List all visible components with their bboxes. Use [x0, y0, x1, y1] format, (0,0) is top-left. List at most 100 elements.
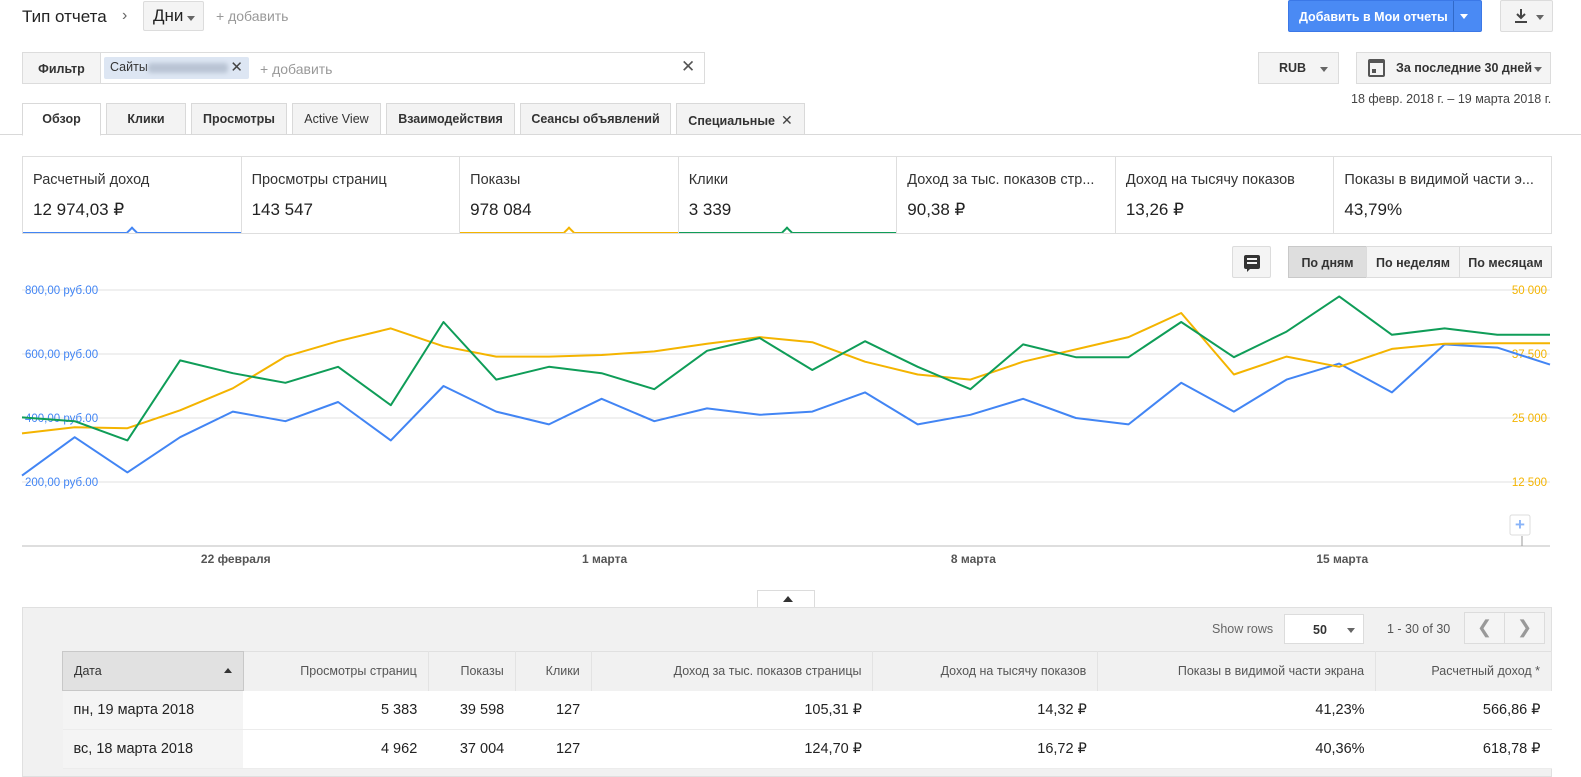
table-cell: 16,72 ₽	[872, 729, 1098, 769]
caret-up-icon	[783, 596, 793, 602]
plus-icon: +	[1515, 515, 1525, 534]
close-icon[interactable]: ✕	[780, 112, 793, 128]
caret-down-icon	[187, 16, 195, 21]
column-header[interactable]: Расчетный доход *	[1375, 651, 1552, 691]
add-to-my-reports-button[interactable]: Добавить в Мои отчеты	[1288, 0, 1482, 32]
table-cell: 39 598	[428, 690, 516, 730]
column-header[interactable]: Просмотры страниц	[243, 651, 429, 691]
scorecard-impression-rpm[interactable]: Доход на тысячу показов 13,26 ₽	[1116, 157, 1335, 234]
table-row[interactable]: пн, 19 марта 2018 5 383 39 598 127 105,31 ₽1…	[62, 690, 1552, 730]
scorecard-name: Доход за тыс. показов стр...	[907, 172, 1095, 188]
add-annotation-button[interactable]	[1509, 514, 1531, 536]
add-to-my-reports-label: Добавить в Мои отчеты	[1299, 10, 1448, 24]
scorecard-clicks[interactable]: Клики 3 339	[678, 157, 898, 238]
add-dimension-link[interactable]: + добавить	[216, 8, 289, 24]
scorecard-value: 13,26 ₽	[1125, 200, 1184, 219]
scorecard-name: Показы в видимой части э...	[1344, 172, 1534, 188]
rows-per-page-dropdown[interactable]: 50	[1284, 614, 1364, 644]
filter-add-link[interactable]: + добавить	[260, 61, 333, 77]
view-by-week-button[interactable]: По неделям	[1366, 246, 1460, 278]
x-axis-tick-label: 22 февраля	[201, 552, 271, 566]
report-type-label: Тип отчета	[22, 7, 107, 26]
chevron-right-icon: ❯	[1516, 617, 1533, 637]
scorecard-name: Расчетный доход	[33, 172, 150, 188]
view-by-month-button[interactable]: По месяцам	[1459, 246, 1552, 278]
scorecard-name: Просмотры страниц	[251, 172, 387, 188]
table-cell: 41,23%	[1097, 690, 1376, 730]
rows-per-page-value: 50	[1313, 623, 1327, 637]
table-row[interactable]: вс, 18 марта 2018 4 962 37 004 127 124,70 ₽1…	[62, 729, 1552, 769]
show-rows-label: Show rows	[1212, 622, 1274, 636]
right-axis-tick-label: 50 000	[1512, 285, 1547, 297]
table-cell: 566,86 ₽	[1375, 690, 1552, 730]
tab-active-view[interactable]: Active View	[292, 103, 381, 135]
impressions-line	[21, 312, 1550, 435]
table-cell: вс, 18 марта 2018	[62, 729, 244, 769]
clicks-line	[21, 295, 1550, 442]
column-header[interactable]: Дата	[62, 651, 244, 691]
filter-chip-sites[interactable]: Сайты ✕	[104, 57, 249, 79]
scorecard-impressions[interactable]: Показы 978 084	[460, 157, 679, 238]
tab-custom-label: Специальные	[688, 114, 775, 128]
column-header[interactable]: Показы	[428, 651, 516, 691]
scorecards: Расчетный доход 12 974,03 ₽ Просмотры стра…	[22, 156, 1553, 238]
scorecards-bottom-border	[22, 233, 1552, 234]
tab-overview[interactable]: Обзор	[22, 103, 101, 136]
column-header[interactable]: Показы в видимой части экрана	[1097, 651, 1377, 691]
scorecard-notch	[781, 226, 794, 238]
sort-ascending-icon	[223, 668, 232, 673]
scorecard-value: 43,79%	[1344, 200, 1403, 219]
right-axis-tick-label: 25 000	[1512, 413, 1547, 425]
collapse-chart-button[interactable]	[757, 590, 815, 608]
left-axis-tick-label: 800,00 руб.00	[25, 285, 98, 297]
left-axis-tick-label: 400,00 руб.00	[25, 413, 98, 425]
scorecard-estimated-revenue[interactable]: Расчетный доход 12 974,03 ₽	[23, 157, 242, 238]
scorecard-page-views[interactable]: Просмотры страниц 143 547	[242, 157, 461, 234]
view-by-day-button[interactable]: По дням	[1288, 246, 1367, 278]
tab-views[interactable]: Просмотры	[191, 103, 287, 135]
scorecard-page-rpm[interactable]: Доход за тыс. показов стр... 90,38 ₽	[897, 157, 1116, 234]
close-icon[interactable]: ✕	[230, 59, 243, 76]
table-cell: 127	[515, 729, 592, 769]
right-axis-tick-label: 12 500	[1512, 477, 1547, 489]
report-table: Дата Просмотры страниц Показы Клики Доход за…	[62, 651, 1552, 769]
date-range-label: За последние 30 дней	[1396, 61, 1533, 75]
download-button[interactable]	[1500, 0, 1553, 32]
tab-custom[interactable]: Специальные ✕	[676, 103, 805, 135]
date-range-text: 18 февр. 2018 г. – 19 марта 2018 г.	[1351, 92, 1552, 106]
scorecard-value: 3 339	[688, 200, 732, 219]
table-cell: 124,70 ₽	[591, 729, 873, 769]
table-header-row: Дата Просмотры страниц Показы Клики Доход за…	[62, 651, 1552, 691]
left-axis-tick-label: 600,00 руб.00	[25, 349, 98, 361]
currency-dropdown[interactable]: RUB	[1258, 52, 1339, 84]
column-header[interactable]: Клики	[515, 651, 592, 691]
clear-filter-icon[interactable]: ✕	[681, 57, 696, 76]
previous-page-button[interactable]: ❮	[1464, 612, 1505, 644]
granularity-dropdown[interactable]: Дни	[143, 1, 204, 31]
calendar-icon	[1368, 59, 1385, 77]
currency-value: RUB	[1279, 61, 1307, 75]
column-header[interactable]: Доход за тыс. показов страницы	[591, 651, 874, 691]
tab-interactions[interactable]: Взаимодействия	[386, 103, 515, 135]
column-header-label: Дата	[74, 664, 102, 678]
scorecard-name: Доход на тысячу показов	[1125, 172, 1295, 188]
x-axis-tick-label: 8 марта	[951, 552, 996, 566]
scorecard-viewable-impressions[interactable]: Показы в видимой части э... 43,79%	[1334, 157, 1553, 234]
table-cell: 37 004	[428, 729, 516, 769]
date-range-dropdown[interactable]: За последние 30 дней	[1356, 52, 1551, 84]
right-axis-tick-label: 37 500	[1512, 349, 1547, 361]
tab-clicks[interactable]: Клики	[106, 103, 186, 135]
caret-down-icon	[1347, 628, 1355, 633]
chevron-right-icon: ›	[122, 7, 128, 24]
tab-ad-sessions[interactable]: Сеансы объявлений	[520, 103, 671, 135]
filter-button[interactable]: Фильтр	[22, 52, 101, 84]
caret-down-icon[interactable]	[1460, 14, 1468, 19]
annotations-button[interactable]	[1232, 246, 1271, 278]
table-cell: 618,78 ₽	[1375, 729, 1552, 769]
table-cell: 4 962	[243, 729, 429, 769]
x-axis-tick-label: 1 марта	[582, 552, 627, 566]
scorecard-value: 12 974,03 ₽	[33, 200, 125, 219]
next-page-button[interactable]: ❯	[1504, 612, 1545, 644]
column-header[interactable]: Доход на тысячу показов	[872, 651, 1099, 691]
download-icon	[1515, 9, 1527, 23]
